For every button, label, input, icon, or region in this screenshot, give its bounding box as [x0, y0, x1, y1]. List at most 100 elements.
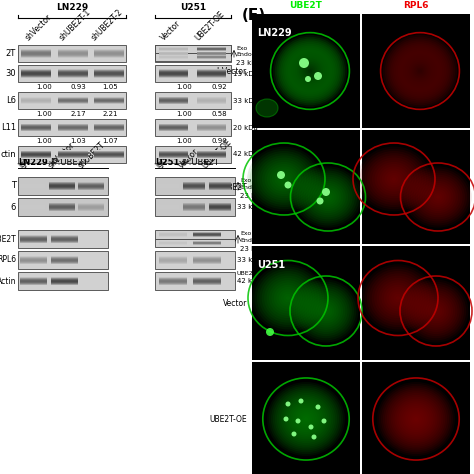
- Bar: [159, 69, 188, 70]
- Bar: [159, 125, 188, 126]
- Bar: [159, 150, 188, 151]
- Bar: [192, 233, 220, 235]
- Bar: [78, 204, 103, 205]
- Bar: [93, 69, 124, 70]
- Bar: [197, 57, 226, 58]
- Bar: [78, 190, 103, 191]
- Bar: [192, 283, 220, 284]
- Bar: [209, 206, 231, 207]
- Bar: [58, 124, 88, 125]
- Text: 1.00: 1.00: [36, 84, 52, 90]
- Bar: [20, 255, 47, 256]
- Bar: [197, 130, 226, 131]
- Bar: [58, 128, 88, 129]
- Bar: [155, 45, 231, 53]
- Ellipse shape: [296, 410, 316, 428]
- Ellipse shape: [295, 419, 301, 423]
- Bar: [20, 282, 47, 283]
- Bar: [58, 97, 88, 98]
- Bar: [192, 244, 220, 246]
- Bar: [209, 188, 231, 190]
- Bar: [21, 50, 52, 51]
- Bar: [58, 56, 88, 58]
- Bar: [21, 155, 52, 156]
- Bar: [183, 205, 205, 206]
- Ellipse shape: [387, 38, 453, 103]
- Bar: [20, 239, 47, 240]
- Bar: [58, 130, 88, 131]
- Bar: [209, 205, 231, 206]
- Bar: [58, 128, 88, 129]
- Bar: [51, 241, 78, 242]
- Bar: [93, 72, 124, 73]
- Ellipse shape: [418, 69, 422, 73]
- Bar: [49, 182, 75, 183]
- Ellipse shape: [296, 282, 356, 340]
- Ellipse shape: [282, 177, 286, 181]
- Bar: [58, 77, 88, 78]
- Bar: [78, 211, 103, 212]
- Bar: [183, 188, 205, 190]
- Bar: [93, 126, 124, 127]
- Bar: [156, 188, 179, 189]
- Ellipse shape: [381, 386, 451, 452]
- Bar: [159, 48, 188, 49]
- Ellipse shape: [370, 157, 419, 201]
- Bar: [21, 154, 52, 155]
- Bar: [156, 209, 179, 210]
- Text: 1.07: 1.07: [102, 138, 118, 144]
- Bar: [197, 123, 226, 124]
- Bar: [156, 187, 179, 188]
- Bar: [192, 259, 220, 261]
- Bar: [21, 74, 52, 75]
- Bar: [192, 262, 220, 263]
- Bar: [197, 157, 226, 158]
- Bar: [192, 281, 220, 282]
- Bar: [159, 263, 187, 264]
- Bar: [49, 185, 75, 186]
- Bar: [197, 54, 226, 55]
- Bar: [159, 243, 187, 244]
- Ellipse shape: [430, 305, 442, 317]
- Bar: [58, 54, 88, 55]
- Ellipse shape: [272, 283, 305, 313]
- Bar: [21, 151, 52, 152]
- Bar: [20, 207, 45, 208]
- Bar: [209, 203, 231, 204]
- Bar: [78, 190, 103, 191]
- Bar: [20, 283, 47, 284]
- Bar: [197, 48, 226, 49]
- Bar: [21, 49, 52, 50]
- Bar: [197, 75, 226, 77]
- Bar: [159, 263, 187, 264]
- Ellipse shape: [393, 294, 402, 302]
- Ellipse shape: [421, 297, 451, 326]
- Ellipse shape: [372, 160, 416, 198]
- Bar: [183, 207, 205, 208]
- Ellipse shape: [412, 64, 428, 78]
- Bar: [197, 153, 226, 154]
- Bar: [78, 207, 103, 208]
- Bar: [20, 241, 47, 243]
- Bar: [58, 99, 88, 100]
- Bar: [21, 77, 52, 78]
- Bar: [197, 51, 226, 52]
- Bar: [20, 208, 45, 209]
- Ellipse shape: [322, 307, 330, 315]
- Ellipse shape: [365, 266, 431, 329]
- Bar: [183, 210, 205, 211]
- Bar: [159, 70, 188, 71]
- Bar: [183, 204, 205, 205]
- Bar: [209, 211, 231, 212]
- Bar: [192, 234, 220, 235]
- Bar: [156, 209, 179, 210]
- Bar: [93, 53, 124, 54]
- Bar: [197, 50, 226, 51]
- Bar: [51, 263, 78, 264]
- Bar: [155, 65, 231, 82]
- Bar: [20, 237, 47, 238]
- Bar: [159, 158, 188, 159]
- Bar: [21, 57, 52, 58]
- Bar: [159, 242, 187, 243]
- Bar: [192, 245, 220, 246]
